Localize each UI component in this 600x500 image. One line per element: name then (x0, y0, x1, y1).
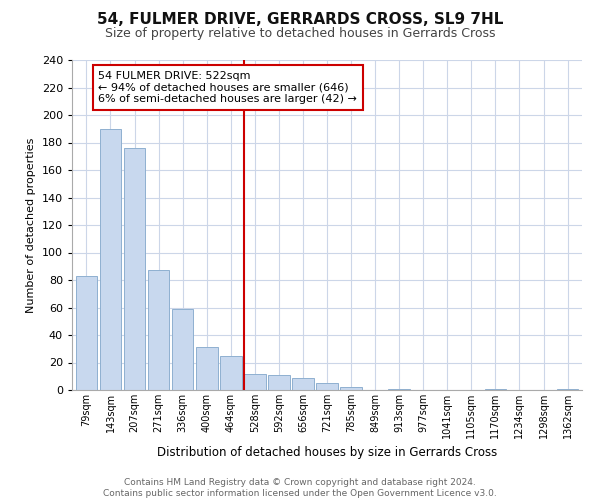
Bar (268, 375, 290, 390)
Bar (557, 388, 578, 390)
Bar (388, 388, 410, 390)
Bar (292, 378, 314, 390)
X-axis label: Distribution of detached houses by size in Gerrards Cross: Distribution of detached houses by size … (157, 446, 497, 460)
Bar (340, 387, 362, 390)
Bar (485, 388, 506, 390)
Bar (316, 383, 338, 390)
Bar (244, 374, 266, 390)
Y-axis label: Number of detached properties: Number of detached properties (26, 138, 36, 312)
Text: 54 FULMER DRIVE: 522sqm
← 94% of detached houses are smaller (646)
6% of semi-de: 54 FULMER DRIVE: 522sqm ← 94% of detache… (98, 71, 358, 104)
Text: Contains HM Land Registry data © Crown copyright and database right 2024.
Contai: Contains HM Land Registry data © Crown c… (103, 478, 497, 498)
Bar (124, 148, 145, 390)
Text: Size of property relative to detached houses in Gerrards Cross: Size of property relative to detached ho… (105, 28, 495, 40)
Bar (76, 276, 97, 390)
Bar (196, 348, 218, 390)
Bar (172, 309, 193, 390)
Bar (100, 128, 121, 390)
Bar (148, 270, 169, 390)
Text: 54, FULMER DRIVE, GERRARDS CROSS, SL9 7HL: 54, FULMER DRIVE, GERRARDS CROSS, SL9 7H… (97, 12, 503, 28)
Bar (220, 356, 242, 390)
